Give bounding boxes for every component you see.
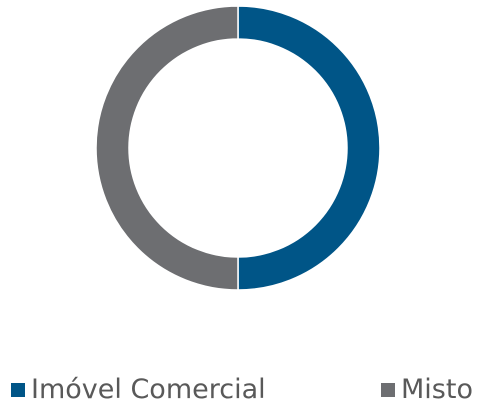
legend-item-misto: Misto	[381, 370, 473, 410]
legend-swatch-imovel-comercial	[11, 383, 25, 397]
legend-item-imovel-comercial: Imóvel Comercial	[11, 370, 266, 410]
chart-legend: Imóvel Comercial Misto	[0, 370, 478, 410]
donut-chart	[95, 5, 381, 291]
donut-slice-misto	[95, 5, 239, 291]
legend-label-imovel-comercial: Imóvel Comercial	[31, 374, 266, 405]
donut-slice-imovel-comercial	[237, 5, 381, 291]
legend-swatch-misto	[381, 383, 395, 397]
donut-chart-svg	[95, 5, 381, 291]
legend-label-misto: Misto	[401, 374, 473, 405]
